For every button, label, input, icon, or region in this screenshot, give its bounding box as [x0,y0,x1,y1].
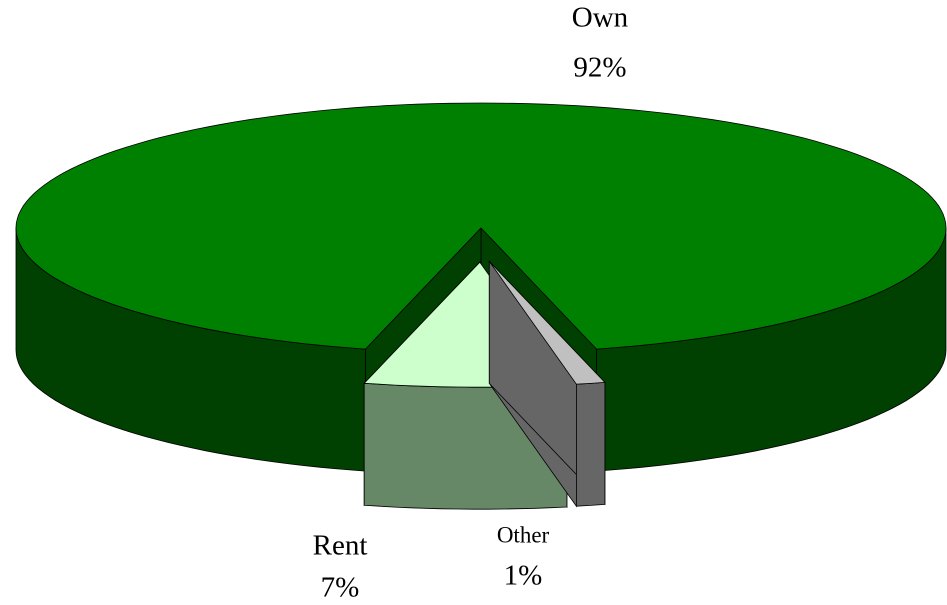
category-label: Other [497,522,550,547]
labels: Own 92% Rent 7% Other 1% [313,2,629,604]
pie [15,102,947,510]
slice [15,102,947,350]
value-label: 1% [504,560,543,592]
slice-side [576,381,606,507]
category-label: Rent [313,530,368,562]
value-label: 7% [321,572,360,604]
value-label: 92% [573,52,626,84]
slice [488,261,606,385]
category-label: Own [572,2,629,34]
